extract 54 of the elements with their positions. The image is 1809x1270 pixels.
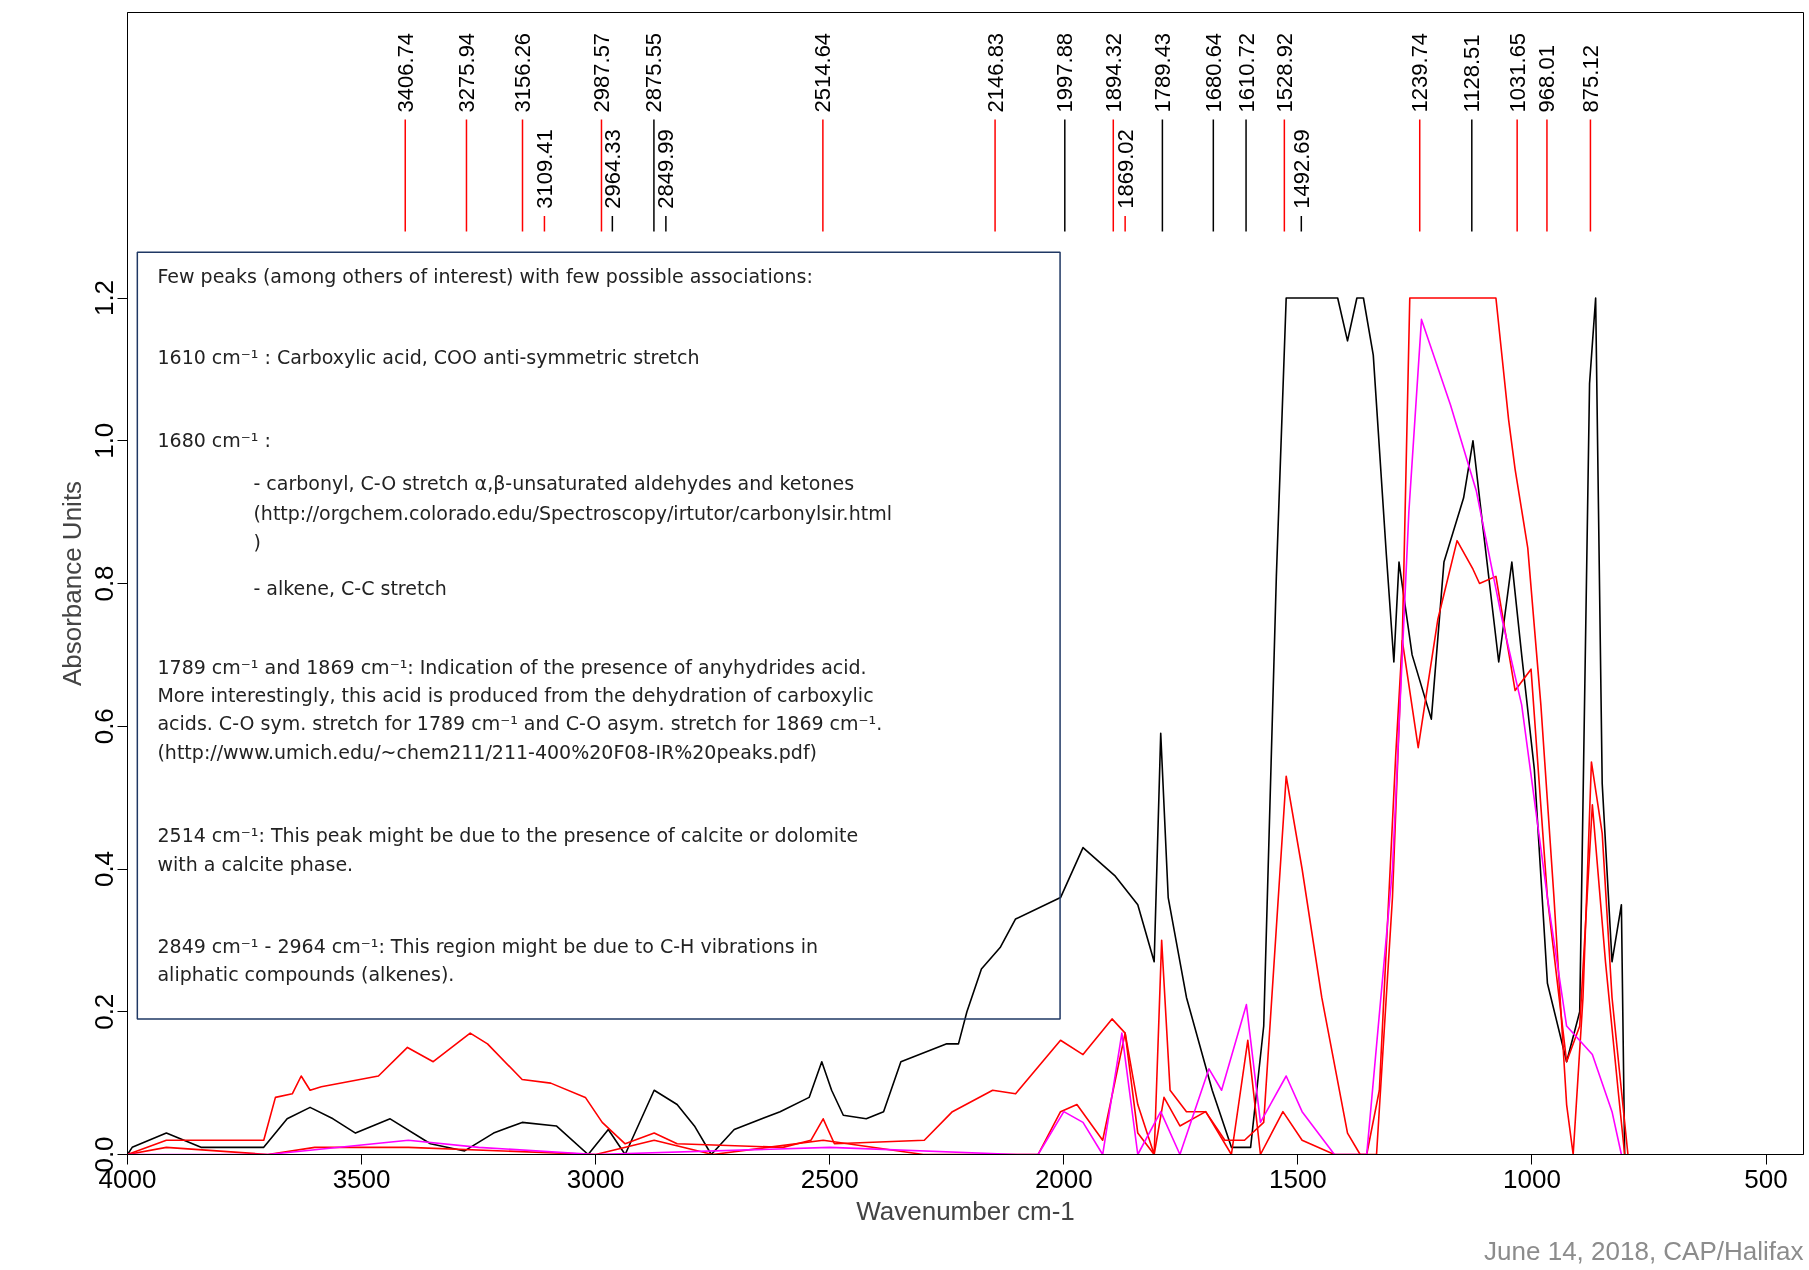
ref-line-label: 3406.74 — [392, 32, 418, 113]
ref-line-label: 875.12 — [1577, 45, 1603, 113]
annotation: ) — [253, 531, 261, 554]
ref-line-label: 1492.69 — [1288, 129, 1314, 209]
y-tick-label: 1.0 — [88, 422, 119, 459]
ref-line-label: 2849.99 — [653, 129, 679, 209]
x-tick-label: 3500 — [332, 1163, 391, 1194]
ref-line-label: 1610.72 — [1233, 32, 1259, 113]
x-axis-title: Wavenumber cm-1 — [856, 1195, 1075, 1226]
y-axis-title: Absorbance Units — [56, 480, 87, 687]
x-tick-label: 3000 — [566, 1163, 625, 1194]
annotation: aliphatic compounds (alkenes). — [157, 962, 455, 985]
annotation: (http://www.umich.edu/~chem211/211-400%20F08-IR%20peaks.pdf) — [157, 740, 817, 763]
ref-line-label: 1789.43 — [1149, 32, 1175, 113]
annotation: acids. C-O sym. stretch for 1789 cm⁻¹ and C-O asym. stretch for 1869 cm⁻¹. — [157, 712, 883, 735]
y-tick-label: 1.2 — [88, 279, 119, 317]
annotation: More interestingly, this acid is produced from the dehydration of carboxylic — [157, 683, 874, 706]
y-tick-label: 0.2 — [88, 993, 119, 1030]
ref-line-label: 2514.64 — [810, 32, 836, 113]
ref-line-label: 3275.94 — [453, 32, 479, 113]
ref-line-label: 2987.57 — [588, 32, 614, 113]
x-tick-label: 1500 — [1268, 1163, 1327, 1194]
y-tick-label: 0.6 — [88, 708, 119, 745]
x-tick-label: 1000 — [1503, 1163, 1561, 1194]
annotation: (http://orgchem.colorado.edu/Spectroscopy/irtutor/carbonylsir.html — [253, 501, 892, 524]
y-tick-label: 0.8 — [88, 565, 119, 602]
annotation: Few peaks (among others of interest) with few possible associations: — [157, 264, 813, 287]
annotation: 1680 cm⁻¹ : — [157, 429, 271, 452]
x-tick-label: 500 — [1744, 1163, 1788, 1194]
ref-line-label: 3109.41 — [531, 129, 557, 209]
ref-line-label: 1031.65 — [1504, 32, 1530, 113]
annotation: - carbonyl, C-O stretch α,β-unsaturated aldehydes and ketones — [253, 471, 855, 494]
text: June 14, 2018, CAP/Halifax — [1484, 1235, 1804, 1266]
annotation: with a calcite phase. — [157, 853, 354, 875]
ref-line-label: 1528.92 — [1271, 32, 1297, 113]
ref-line-label: 1894.32 — [1100, 32, 1126, 113]
ref-line-label: 3156.26 — [510, 32, 535, 113]
ref-line-label: 1997.88 — [1052, 32, 1078, 113]
y-tick-label: 0.4 — [88, 850, 119, 888]
x-tick-label: 2500 — [800, 1163, 859, 1194]
ref-line-label: 2875.55 — [641, 32, 667, 113]
annotation: 2849 cm⁻¹ - 2964 cm⁻¹: This region might be due to C-H vibrations in — [157, 935, 819, 958]
annotation: 2514 cm⁻¹: This peak might be due to the presence of calcite or dolomite — [157, 824, 859, 847]
ref-line-label: 2146.83 — [982, 32, 1008, 113]
annotation: 1789 cm⁻¹ and 1869 cm⁻¹: Indication of the presence of anyhydrides acid. — [157, 656, 867, 679]
ref-line-label: 968.01 — [1534, 45, 1560, 113]
ref-line-label: 1680.64 — [1200, 32, 1226, 113]
annotation: - alkene, C-C stretch — [253, 576, 447, 599]
ref-line-label: 2964.33 — [599, 129, 625, 209]
ref-line-label: 1128.51 — [1459, 34, 1485, 113]
ref-line-label: 1869.02 — [1112, 129, 1138, 209]
x-tick-label: 2000 — [1034, 1163, 1093, 1194]
ref-line-label: 1239.74 — [1407, 32, 1433, 113]
annotation: 1610 cm⁻¹ : Carboxylic acid, COO anti-symmetric stretch — [157, 346, 700, 369]
